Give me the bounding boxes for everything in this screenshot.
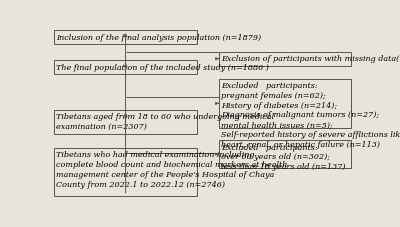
Text: Excluded   participants:
over 60 years old (n=302);
less than 18 years old (n=13: Excluded participants: over 60 years old… <box>221 143 346 170</box>
Bar <box>54 61 197 75</box>
Bar <box>219 79 351 128</box>
Text: Inclusion of the final analysis population (n=1879): Inclusion of the final analysis populati… <box>56 33 261 41</box>
Text: Tibetans who had medical examination including
complete blood count and biochemi: Tibetans who had medical examination inc… <box>56 151 288 188</box>
Bar <box>54 148 197 196</box>
Bar <box>54 31 197 45</box>
Bar <box>219 52 351 66</box>
Bar <box>54 110 197 135</box>
Text: Tibetans aged from 18 to 60 who undergoing medical
examination (n=2307): Tibetans aged from 18 to 60 who undergoi… <box>56 112 274 130</box>
Text: Excluded   participants:
pregnant females (n=62);
History of diabetes (n=214);
D: Excluded participants: pregnant females … <box>221 82 400 148</box>
Text: Exclusion of participants with missing data(n=7): Exclusion of participants with missing d… <box>221 55 400 63</box>
Bar <box>219 141 351 168</box>
Text: The final population of the included study (n=1886 ): The final population of the included stu… <box>56 63 269 71</box>
